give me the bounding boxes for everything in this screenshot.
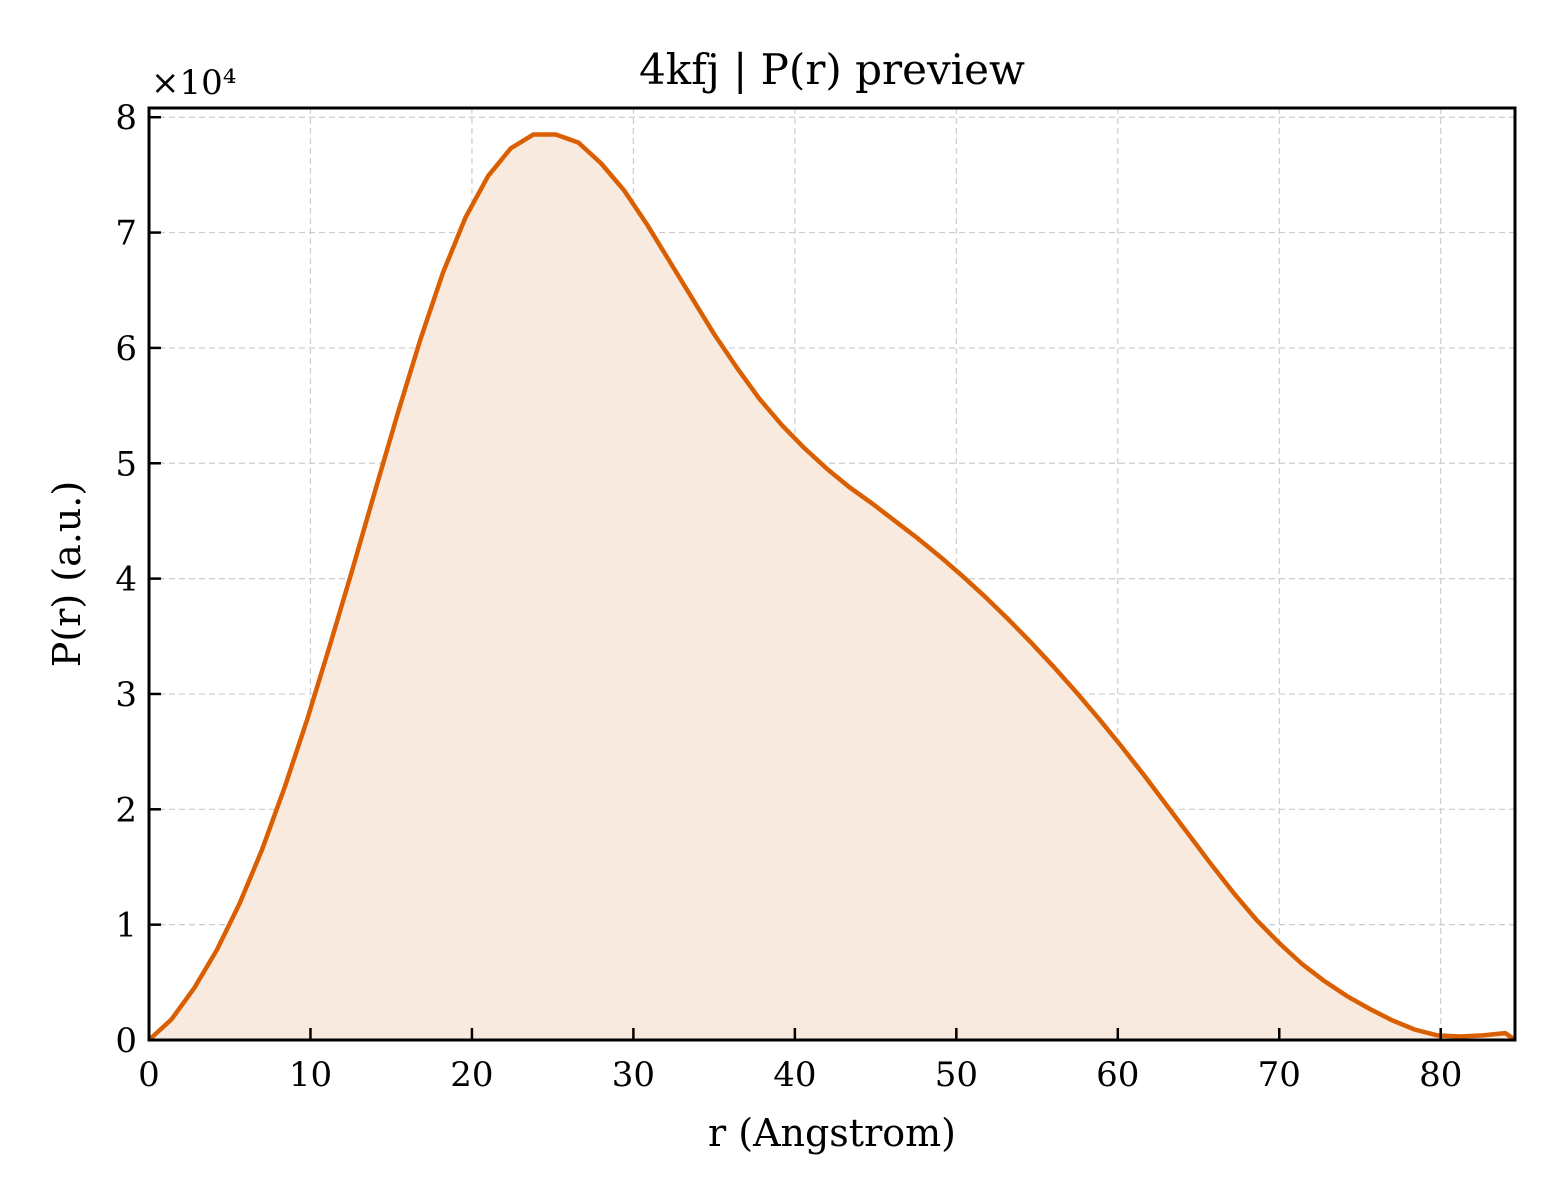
pr-area-fill <box>149 134 1515 1040</box>
x-tick-label: 10 <box>289 1055 332 1095</box>
x-tick-label: 70 <box>1258 1055 1301 1095</box>
plot-frame <box>147 106 1517 1042</box>
x-tick-label: 20 <box>450 1055 493 1095</box>
y-tick-label: 7 <box>115 214 137 254</box>
x-axis-ticks: 0 10 20 30 40 50 60 70 80 <box>138 1028 1462 1095</box>
y-axis-label: P(r) (a.u.) <box>45 481 89 667</box>
x-tick-label: 30 <box>612 1055 655 1095</box>
x-tick-label: 50 <box>935 1055 978 1095</box>
x-tick-label: 0 <box>138 1055 160 1095</box>
y-tick-label: 8 <box>115 98 137 138</box>
x-tick-label: 60 <box>1096 1055 1139 1095</box>
y-tick-label: 5 <box>115 444 137 484</box>
y-tick-label: 4 <box>115 560 137 600</box>
x-tick-label: 40 <box>773 1055 816 1095</box>
y-axis-ticks: 0 1 2 3 4 5 6 7 8 <box>115 98 161 1061</box>
chart-title: 4kfj | P(r) preview <box>639 45 1025 94</box>
y-tick-label: 6 <box>115 329 137 369</box>
x-tick-label: 80 <box>1419 1055 1462 1095</box>
y-tick-label: 1 <box>115 906 137 946</box>
y-tick-label: 2 <box>115 790 137 830</box>
pr-series-line <box>147 132 1517 1042</box>
x-axis-label: r (Angstrom) <box>708 1111 956 1155</box>
y-tick-label: 0 <box>115 1021 137 1061</box>
y-axis-offset-label: ×10⁴ <box>151 63 236 103</box>
y-tick-label: 3 <box>115 675 137 715</box>
